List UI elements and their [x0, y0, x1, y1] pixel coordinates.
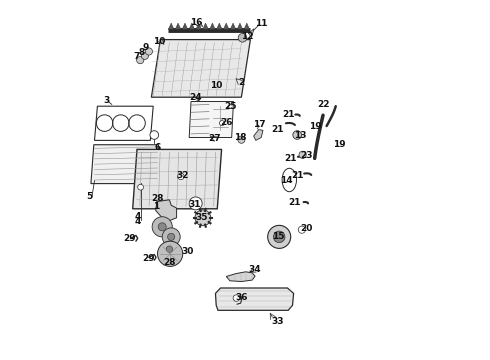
Text: 17: 17 — [253, 120, 266, 129]
Circle shape — [273, 231, 285, 243]
Text: 10: 10 — [153, 37, 166, 46]
Text: 21: 21 — [289, 198, 301, 207]
Text: 7: 7 — [133, 52, 140, 61]
Text: 13: 13 — [294, 131, 306, 140]
Text: 22: 22 — [317, 100, 330, 109]
Text: 14: 14 — [280, 176, 293, 185]
Polygon shape — [217, 23, 222, 30]
Circle shape — [299, 151, 306, 158]
Circle shape — [141, 52, 148, 59]
Circle shape — [220, 121, 224, 126]
Text: 10: 10 — [210, 81, 222, 90]
Circle shape — [178, 173, 184, 180]
Text: 36: 36 — [236, 292, 248, 302]
Text: 6: 6 — [154, 143, 160, 152]
Polygon shape — [244, 23, 250, 30]
Circle shape — [157, 241, 183, 266]
Text: 28: 28 — [151, 194, 164, 202]
Text: 19: 19 — [333, 140, 346, 149]
Text: 25: 25 — [224, 102, 237, 111]
Text: 4: 4 — [135, 217, 141, 226]
Text: 5: 5 — [86, 192, 93, 201]
Polygon shape — [237, 23, 243, 30]
Circle shape — [195, 210, 211, 226]
Polygon shape — [91, 145, 159, 184]
Circle shape — [189, 197, 202, 210]
Circle shape — [150, 131, 159, 139]
Text: 33: 33 — [271, 317, 284, 325]
Text: 28: 28 — [163, 258, 175, 266]
Circle shape — [137, 57, 144, 64]
Text: 30: 30 — [181, 247, 194, 256]
Text: 2: 2 — [238, 78, 245, 87]
Polygon shape — [203, 23, 208, 30]
Text: 29: 29 — [142, 254, 155, 263]
Polygon shape — [189, 23, 195, 30]
Text: 8: 8 — [138, 48, 145, 57]
Text: 31: 31 — [188, 200, 201, 209]
Circle shape — [152, 217, 172, 237]
Circle shape — [298, 226, 305, 233]
Text: 1: 1 — [152, 202, 159, 211]
Circle shape — [238, 33, 247, 42]
Circle shape — [268, 225, 291, 248]
Text: 23: 23 — [300, 151, 313, 160]
Text: 21: 21 — [282, 110, 294, 119]
Circle shape — [162, 228, 180, 246]
Text: 26: 26 — [220, 118, 233, 127]
Polygon shape — [151, 40, 250, 97]
Polygon shape — [133, 149, 221, 209]
Circle shape — [138, 184, 144, 190]
Polygon shape — [248, 29, 254, 38]
Polygon shape — [226, 272, 255, 282]
Circle shape — [166, 246, 172, 252]
Polygon shape — [216, 288, 294, 310]
Circle shape — [168, 233, 175, 240]
Circle shape — [145, 48, 152, 55]
Polygon shape — [210, 23, 215, 30]
Polygon shape — [189, 102, 233, 138]
Polygon shape — [230, 23, 236, 30]
Circle shape — [293, 131, 301, 139]
Text: 11: 11 — [255, 19, 268, 28]
Text: 29: 29 — [123, 234, 136, 243]
Text: 3: 3 — [103, 96, 110, 105]
Text: 24: 24 — [189, 94, 201, 103]
Polygon shape — [196, 23, 201, 30]
Polygon shape — [169, 23, 174, 30]
Polygon shape — [223, 23, 229, 30]
Text: 32: 32 — [177, 171, 189, 180]
Text: 9: 9 — [142, 44, 148, 53]
Polygon shape — [182, 23, 188, 30]
Circle shape — [158, 223, 166, 231]
Text: 21: 21 — [284, 154, 296, 163]
Text: 4: 4 — [135, 212, 141, 221]
Text: 20: 20 — [300, 224, 313, 233]
Text: 35: 35 — [196, 213, 208, 222]
Text: 34: 34 — [249, 266, 261, 275]
Text: 12: 12 — [241, 32, 253, 41]
Text: 21: 21 — [291, 171, 303, 180]
Text: 18: 18 — [234, 133, 247, 142]
Polygon shape — [254, 130, 263, 140]
Polygon shape — [175, 23, 181, 30]
Text: 21: 21 — [271, 125, 284, 134]
Text: 19: 19 — [309, 122, 321, 131]
Text: 16: 16 — [190, 18, 203, 27]
Text: 27: 27 — [208, 134, 220, 143]
Circle shape — [162, 241, 177, 257]
Polygon shape — [156, 200, 176, 221]
Circle shape — [238, 136, 245, 143]
Text: 15: 15 — [272, 233, 284, 242]
Circle shape — [233, 295, 240, 301]
